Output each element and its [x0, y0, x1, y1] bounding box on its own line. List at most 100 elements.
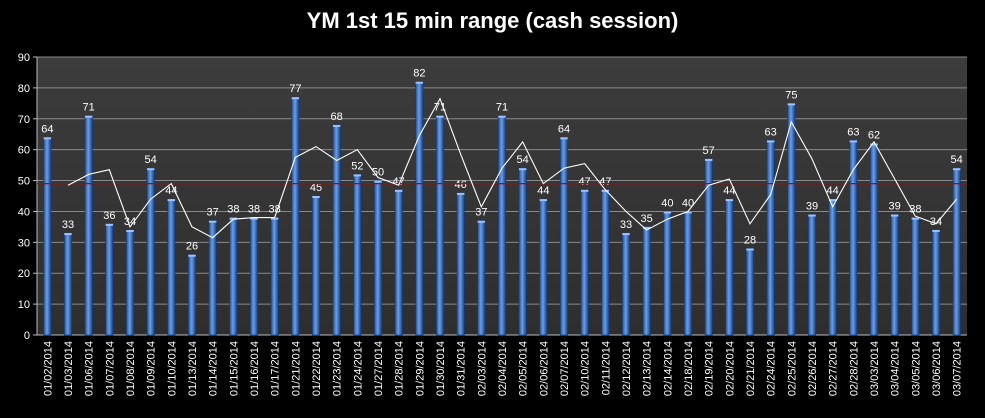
bar-cap: [167, 199, 176, 202]
y-tick-label: 0: [24, 330, 30, 342]
y-tick-label: 70: [18, 114, 30, 126]
x-tick-label: 02/27/2014: [828, 341, 840, 396]
bar: [663, 211, 672, 336]
x-tick-label: 02/03/2014: [476, 341, 488, 396]
bar-cap: [456, 192, 465, 195]
x-tick-label: 01/30/2014: [435, 341, 447, 396]
x-tick-label: 02/13/2014: [642, 341, 654, 396]
y-tick-label: 60: [18, 145, 30, 157]
bar: [539, 198, 548, 336]
bar: [146, 167, 155, 336]
bar-cap: [849, 140, 858, 143]
bar: [373, 180, 383, 336]
bar-cap: [539, 199, 548, 202]
data-label: 47: [393, 176, 405, 188]
data-label: 63: [847, 126, 859, 138]
bar: [642, 226, 651, 336]
y-tick-label: 20: [18, 268, 30, 280]
bar-cap: [436, 115, 444, 118]
x-tick-label: 01/09/2014: [146, 341, 158, 396]
data-label: 37: [207, 207, 219, 219]
x-tick-label: 02/19/2014: [704, 341, 716, 396]
bar: [828, 198, 837, 336]
data-label: 38: [269, 204, 281, 216]
bar: [84, 115, 93, 336]
x-tick-label: 02/14/2014: [662, 341, 674, 396]
data-label: 62: [868, 129, 880, 141]
data-label: 54: [517, 154, 529, 166]
bar: [456, 192, 465, 336]
bar-cap: [663, 211, 672, 214]
data-label: 52: [351, 160, 363, 172]
x-tick-label: 01/24/2014: [352, 341, 364, 396]
bar-cap: [208, 220, 217, 223]
data-label: 82: [413, 68, 425, 80]
x-tick-label: 02/05/2014: [518, 341, 530, 396]
data-label: 64: [558, 123, 570, 135]
bar-cap: [828, 199, 837, 202]
bar: [63, 232, 73, 336]
bar: [332, 124, 341, 336]
data-label: 36: [103, 210, 115, 222]
bar: [43, 137, 52, 336]
x-tick-label: 02/07/2014: [559, 341, 571, 396]
bar-cap: [890, 214, 899, 217]
data-label: 28: [744, 235, 756, 247]
x-tick-label: 02/28/2014: [848, 341, 860, 396]
x-tick-label: 01/08/2014: [125, 341, 137, 396]
x-tick-label: 01/03/2014: [63, 341, 75, 396]
bar-cap: [580, 189, 589, 192]
bar-cap: [64, 233, 72, 236]
bar-cap: [498, 115, 506, 118]
bar-cap: [601, 189, 610, 192]
data-label: 71: [83, 102, 95, 114]
data-label: 47: [599, 176, 611, 188]
bar: [435, 115, 445, 336]
bar: [187, 254, 197, 336]
bar: [249, 217, 259, 336]
bar-cap: [870, 143, 878, 146]
bar: [931, 229, 941, 336]
x-tick-label: 01/06/2014: [84, 341, 96, 396]
bar-cap: [808, 214, 816, 217]
bar-cap: [105, 223, 114, 226]
data-label: 37: [475, 207, 487, 219]
bar-cap: [332, 124, 341, 127]
y-tick-label: 90: [18, 52, 30, 64]
bar-cap: [746, 248, 754, 251]
x-tick-label: 01/22/2014: [311, 341, 323, 396]
bar: [787, 103, 796, 336]
data-label: 54: [145, 154, 157, 166]
moving-average-line: [67, 97, 958, 239]
data-label: 33: [620, 219, 632, 231]
bar-cap: [374, 180, 382, 183]
x-tick-label: 01/27/2014: [373, 341, 385, 396]
bar-cap: [952, 168, 961, 171]
x-tick-label: 01/28/2014: [394, 341, 406, 396]
bar: [621, 232, 631, 336]
x-tick-label: 01/31/2014: [456, 341, 468, 396]
bar-cap: [477, 220, 486, 223]
bar: [601, 189, 610, 336]
bar: [559, 137, 569, 336]
data-label: 71: [434, 102, 446, 114]
bar-cap: [911, 217, 920, 220]
bar-cap: [43, 137, 52, 140]
bar-cap: [394, 189, 403, 192]
x-tick-label: 02/18/2014: [683, 341, 695, 396]
x-tick-label: 03/06/2014: [931, 341, 943, 396]
bar: [911, 217, 920, 336]
x-tick-label: 01/17/2014: [270, 341, 282, 396]
x-tick-label: 01/21/2014: [290, 341, 302, 396]
x-tick-label: 01/15/2014: [228, 341, 240, 396]
bar: [270, 217, 279, 336]
bar-cap: [84, 115, 93, 118]
data-label: 45: [310, 182, 322, 194]
bar-cap: [642, 226, 651, 229]
bar: [890, 214, 899, 336]
data-label: 44: [165, 185, 177, 197]
data-label: 57: [703, 145, 715, 157]
bar-cap: [291, 97, 300, 100]
x-tick-label: 02/25/2014: [786, 341, 798, 396]
